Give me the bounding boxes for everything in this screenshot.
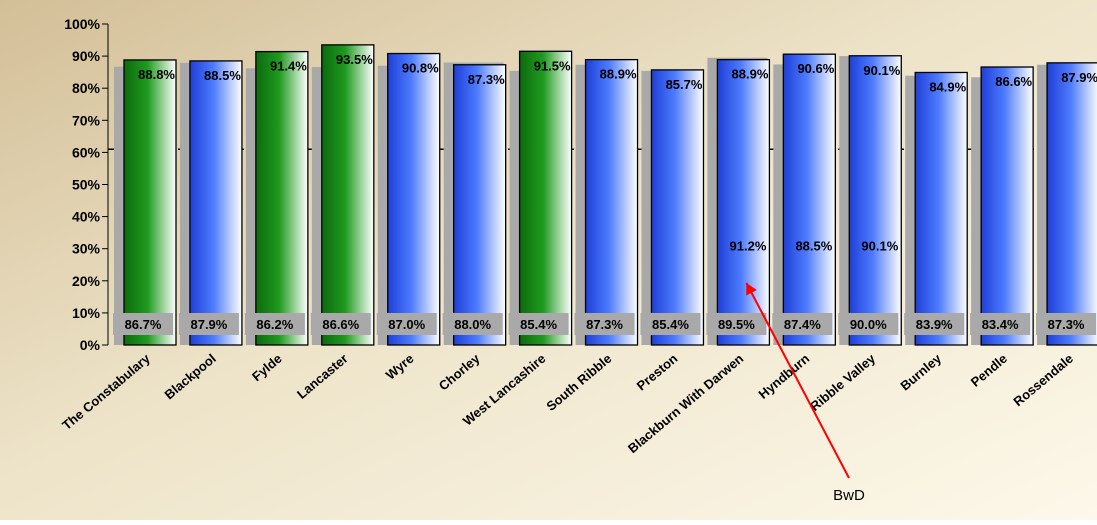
data-label-box (574, 313, 635, 335)
data-label-box (904, 313, 965, 335)
y-tick-label: 30% (72, 241, 101, 257)
data-label-series-2: 90.1% (863, 63, 900, 78)
data-label-series-2: 88.8% (138, 67, 175, 82)
bar-series-2 (980, 66, 1034, 346)
y-tick-label: 50% (72, 177, 101, 193)
bar-series-2 (782, 53, 836, 346)
data-label-series-1: 86.6% (322, 317, 359, 332)
data-label-box (113, 313, 173, 335)
data-label-series-1: 86.2% (256, 317, 293, 332)
y-tick-label: 80% (72, 80, 101, 96)
data-label-series-1: 85.4% (520, 317, 557, 332)
y-tick-label: 70% (72, 112, 101, 128)
data-label-box (772, 313, 833, 335)
annotation-arrow (745, 282, 850, 479)
data-label-box (838, 313, 899, 335)
data-label-series-2: 84.9% (929, 79, 966, 94)
data-label-box (706, 313, 767, 335)
data-label-box (442, 313, 503, 335)
inner-data-label: 88.5% (795, 239, 832, 254)
data-label-series-2: 91.5% (534, 58, 571, 73)
y-tick-label: 60% (72, 144, 101, 160)
data-label-box (178, 313, 239, 335)
bar-series-2 (1046, 62, 1097, 346)
data-label-series-2: 85.7% (666, 77, 703, 92)
data-label-series-1: 87.3% (1048, 317, 1085, 332)
bar-series-2 (650, 69, 705, 346)
bar-series-2 (518, 50, 573, 346)
bar-series-2 (321, 44, 375, 346)
bar-series-2 (914, 71, 968, 346)
bar-series-2 (387, 52, 441, 346)
inner-data-label: 91.2% (730, 239, 767, 254)
data-label-series-1: 85.4% (652, 317, 689, 332)
y-tick-label: 10% (72, 305, 101, 321)
data-label-series-2: 86.6% (995, 74, 1032, 89)
bar-series-2 (848, 55, 902, 346)
data-label-series-1: 87.0% (388, 317, 425, 332)
bar-series-2 (189, 60, 243, 346)
bar-series-2 (716, 58, 771, 346)
inner-data-label: 90.1% (861, 239, 898, 254)
data-label-series-1: 83.4% (982, 317, 1019, 332)
y-tick-label: 100% (64, 16, 100, 32)
annotation-layer: BwD (745, 282, 865, 504)
data-label-box (640, 313, 701, 335)
bar-series-2 (453, 64, 507, 346)
data-label-box (508, 313, 569, 335)
data-label-series-1: 87.3% (586, 317, 623, 332)
data-label-series-1: 90.0% (850, 317, 887, 332)
data-label-series-1: 89.5% (718, 317, 755, 332)
data-label-series-2: 87.3% (468, 72, 505, 87)
data-label-series-2: 88.5% (204, 68, 241, 83)
y-tick-label: 20% (72, 273, 101, 289)
data-label-series-1: 87.9% (190, 317, 227, 332)
y-tick-label: 0% (80, 337, 101, 353)
data-label-series-2: 88.9% (600, 67, 637, 82)
data-label-series-2: 88.9% (732, 67, 769, 82)
data-label-series-1: 86.7% (125, 317, 162, 332)
data-label-series-2: 90.8% (402, 61, 439, 76)
data-label-series-1: 87.4% (784, 317, 821, 332)
annotation-arrowhead (746, 283, 757, 296)
data-label-box (244, 313, 305, 335)
data-label-series-2: 90.6% (797, 61, 834, 76)
data-label-series-2: 93.5% (336, 52, 373, 67)
data-label-series-2: 91.4% (270, 59, 307, 74)
data-label-box (376, 313, 437, 335)
bar-series-2 (584, 58, 639, 346)
bar-series-2 (255, 50, 309, 346)
data-label-series-1: 83.9% (916, 317, 953, 332)
data-label-series-2: 87.9% (1061, 70, 1097, 85)
y-tick-label: 90% (72, 48, 101, 64)
data-label-box (1036, 313, 1097, 335)
annotation-label: BwD (833, 487, 865, 504)
y-tick-label: 40% (72, 209, 101, 225)
data-label-box (310, 313, 371, 335)
bars-layer (114, 44, 1097, 346)
data-label-box (970, 313, 1031, 335)
bar-series-2 (123, 59, 177, 346)
data-label-series-1: 88.0% (454, 317, 491, 332)
